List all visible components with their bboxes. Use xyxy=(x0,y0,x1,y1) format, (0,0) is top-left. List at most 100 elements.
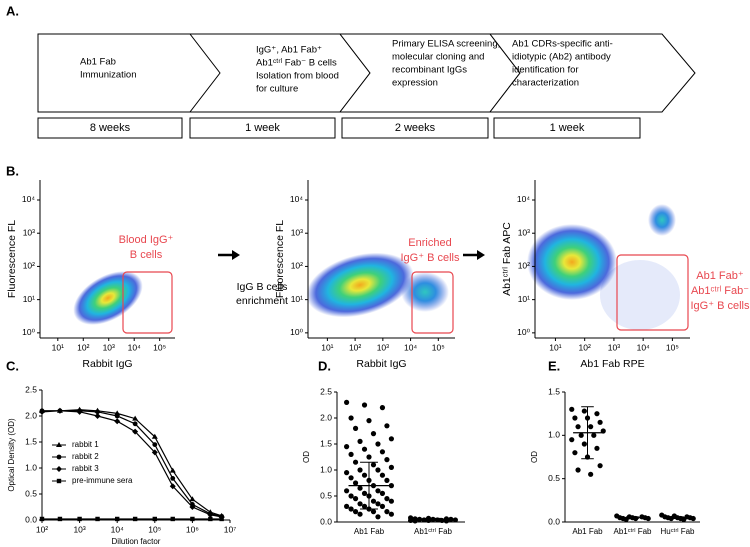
point xyxy=(370,498,377,504)
y-tick-label: 1.5 xyxy=(25,436,37,446)
step-text: characterization xyxy=(512,78,579,89)
y-tick-label: 10⁰ xyxy=(517,327,530,337)
point xyxy=(379,490,386,496)
point xyxy=(384,509,390,515)
y-tick-label: 10⁰ xyxy=(290,327,303,337)
point xyxy=(348,493,354,499)
y-tick-label: 10³ xyxy=(518,227,530,237)
legend-label: rabbit 2 xyxy=(72,452,99,461)
y-tick-label: 10² xyxy=(291,261,303,271)
point xyxy=(375,514,381,520)
duration: 1 week xyxy=(245,122,280,134)
point xyxy=(375,488,381,494)
x-tick-label: 10³ xyxy=(377,342,389,352)
point xyxy=(594,411,600,417)
point xyxy=(357,485,363,491)
x-tick-label: 10² xyxy=(579,342,591,352)
x-tick-label: 10² xyxy=(36,524,48,534)
point xyxy=(39,516,45,522)
step-text: for culture xyxy=(256,84,298,95)
point xyxy=(132,415,139,421)
point xyxy=(189,496,196,502)
point xyxy=(357,438,363,444)
point xyxy=(588,424,594,430)
y-tick-label: 10⁴ xyxy=(517,194,530,204)
y-axis-label: Optical Density (OD) xyxy=(7,418,16,492)
point xyxy=(170,476,176,481)
legend-label: pre-immune sera xyxy=(72,476,133,485)
point xyxy=(375,501,381,507)
gate xyxy=(616,254,689,331)
point xyxy=(575,424,581,430)
point xyxy=(581,441,587,447)
y-tick-label: 1.5 xyxy=(548,386,560,396)
point xyxy=(384,457,390,463)
x-tick-label: 10⁶ xyxy=(186,524,199,534)
y-tick-label: 2.5 xyxy=(320,386,332,396)
legend-marker xyxy=(56,466,62,472)
y-tick-label: 1.0 xyxy=(320,464,332,474)
step-text: recombinant IgGs xyxy=(392,65,467,76)
point xyxy=(352,480,359,486)
point xyxy=(690,515,696,522)
legend-marker xyxy=(56,478,62,484)
y-tick-label: 10⁴ xyxy=(290,194,303,204)
point xyxy=(114,413,120,419)
y-tick-label: 10¹ xyxy=(291,294,303,304)
y-tick-label: 2.0 xyxy=(320,412,332,422)
point xyxy=(352,459,359,465)
x-tick-label: 10² xyxy=(77,342,89,352)
step-text: Primary ELISA screening, xyxy=(392,39,500,50)
point xyxy=(57,516,63,522)
point xyxy=(352,425,359,431)
x-axis-label: Dilution factor xyxy=(112,537,161,546)
point xyxy=(452,517,458,523)
point xyxy=(569,437,575,443)
point xyxy=(597,419,603,425)
panel-label: D. xyxy=(318,358,331,373)
point xyxy=(361,490,368,496)
point xyxy=(366,454,372,460)
point xyxy=(408,517,414,524)
point xyxy=(370,431,377,437)
point xyxy=(379,472,386,478)
point xyxy=(384,496,390,502)
x-tick-label: 10¹ xyxy=(549,342,561,352)
arrow-head xyxy=(477,250,485,260)
gate-label: Ab1ᶜᵗʳˡ Fab⁻ xyxy=(691,285,749,297)
x-tick-label: 10³ xyxy=(608,342,620,352)
duration-box xyxy=(341,117,489,139)
x-tick-label: Ab1ᶜᵗʳˡ Fab xyxy=(414,527,453,536)
point xyxy=(352,509,359,515)
point xyxy=(375,441,381,447)
point xyxy=(352,496,359,502)
y-tick-label: 0.0 xyxy=(320,516,332,526)
gate xyxy=(122,271,173,334)
point xyxy=(600,428,606,434)
point xyxy=(348,451,354,457)
point xyxy=(388,511,394,517)
point xyxy=(645,515,651,522)
panel-label: B. xyxy=(6,163,19,178)
step-text: Isolation from blood xyxy=(256,71,339,82)
point xyxy=(357,501,363,507)
y-axis-label: Ab1ᶜᵗʳˡ Fab APC xyxy=(501,222,513,296)
point xyxy=(375,467,381,473)
gate-label: Enriched xyxy=(408,237,451,249)
step-arrow xyxy=(488,33,696,113)
arrow-head xyxy=(232,250,240,260)
step-text: Ab1ᶜᵗʳˡ Fab⁻ B cells xyxy=(256,58,337,69)
gate-label: Blood IgG⁺ xyxy=(119,234,174,246)
legend-marker xyxy=(56,442,62,447)
point xyxy=(575,467,581,473)
point xyxy=(151,449,158,456)
point xyxy=(115,516,120,522)
point xyxy=(361,503,368,509)
step-text: identification for xyxy=(512,65,579,76)
point xyxy=(344,399,350,405)
point xyxy=(169,467,176,473)
point xyxy=(207,511,214,518)
gate-label: IgG⁺ B cells xyxy=(401,252,460,264)
step-text: expression xyxy=(392,78,438,89)
